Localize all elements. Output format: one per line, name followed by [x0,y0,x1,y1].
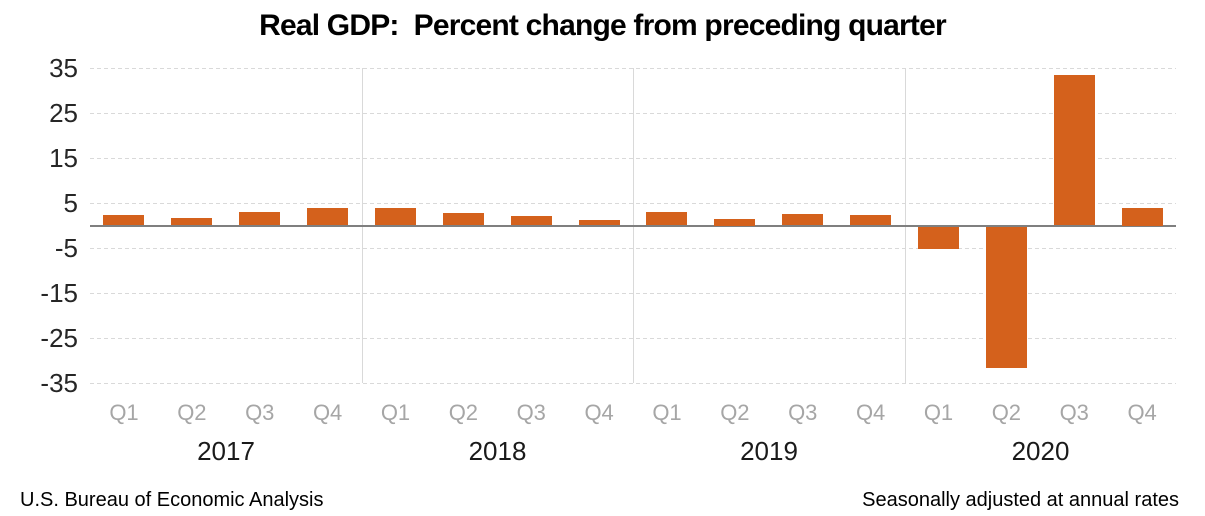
quarter-label-2020-Q4: Q4 [1127,400,1157,425]
quarter-label-2020-Q2: Q2 [991,400,1022,425]
bar-2020-Q2 [985,226,1027,368]
bar-2019-Q3 [782,213,824,226]
bar-2018-Q4 [578,219,620,226]
quarter-label-2019-Q4: Q4 [855,400,886,425]
bar-2019-Q2 [714,218,756,226]
bar-2019-Q1 [646,212,688,226]
quarter-label-2020-Q1: Q1 [923,400,954,425]
bar-2018-Q1 [374,208,416,226]
y-tick-label-15: 15 [49,143,78,173]
quarter-label-2018-Q3: Q3 [516,400,546,425]
bar-2017-Q4 [307,207,349,226]
quarter-label-2018-Q1: Q1 [380,400,411,425]
y-tick-label--5: -5 [54,233,78,263]
quarter-label-2019-Q1: Q1 [652,400,682,425]
source-note: U.S. Bureau of Economic Analysis [20,489,324,511]
quarter-label-2018-Q4: Q4 [584,400,614,425]
year-label-2018: 2018 [468,436,527,466]
bar-2017-Q1 [103,215,145,226]
quarter-label-2018-Q2: Q2 [448,400,479,425]
chart-title: Real GDP: Percent change from preceding … [259,9,947,42]
gridline--35 [90,383,1176,384]
y-tick-label--15: -15 [40,278,78,308]
y-tick-label-25: 25 [49,98,78,128]
year-label-2017: 2017 [197,436,255,466]
y-tick-label--25: -25 [40,323,78,353]
quarter-label-2017-Q3: Q3 [245,400,275,425]
quarter-label-2019-Q3: Q3 [788,400,818,425]
bar-2017-Q3 [239,212,281,226]
bar-2020-Q1 [917,226,959,249]
zero-axis-line [90,224,1176,227]
quarter-label-2017-Q4: Q4 [312,400,343,425]
bar-2017-Q2 [171,217,213,226]
y-tick-label--35: -35 [40,368,78,398]
y-tick-label-5: 5 [63,188,78,218]
bar-2020-Q4 [1121,207,1163,226]
bar-2018-Q2 [442,213,484,226]
plot-area [90,68,1176,384]
adjustment-note: Seasonally adjusted at annual rates [862,489,1179,511]
bar-2020-Q3 [1053,75,1095,226]
quarter-label-2020-Q3: Q3 [1059,400,1089,425]
bar-2018-Q3 [510,216,552,226]
y-tick-label-35: 35 [49,53,78,83]
quarter-label-2017-Q2: Q2 [177,400,207,425]
year-label-2020: 2020 [1011,436,1070,466]
quarter-label-2019-Q2: Q2 [720,400,750,425]
bar-2019-Q4 [850,214,892,226]
year-label-2019: 2019 [740,436,798,466]
quarter-label-2017-Q1: Q1 [109,400,139,425]
